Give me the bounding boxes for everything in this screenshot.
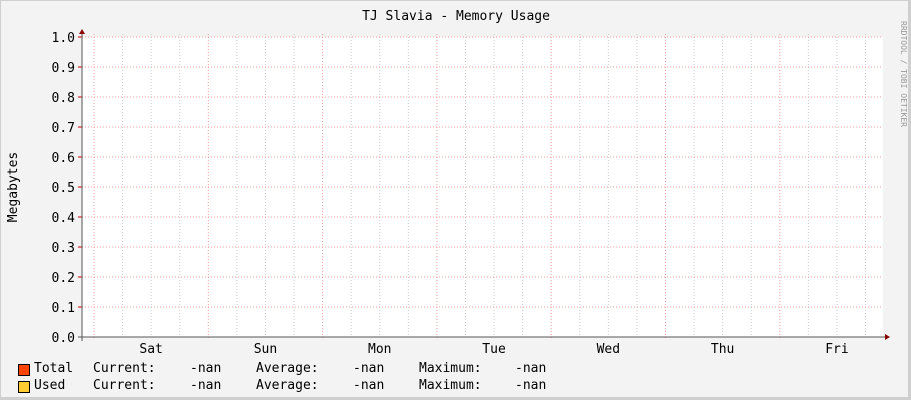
- y-tick-label: 0.9: [52, 61, 75, 76]
- legend-current-label: Current:: [93, 361, 156, 376]
- legend-swatch-total: [18, 364, 30, 376]
- y-axis-label: Megabytes: [6, 152, 21, 222]
- y-tick-label: 0.5: [52, 181, 75, 196]
- y-tick-label: 1.0: [52, 31, 75, 46]
- y-tick-label: 0.6: [52, 151, 75, 166]
- x-tick-label: Fri: [825, 342, 848, 357]
- legend-maximum-label: Maximum:: [419, 378, 482, 393]
- x-tick-label: Sun: [254, 342, 277, 357]
- chart-title: TJ Slavia - Memory Usage: [362, 9, 550, 24]
- y-axis-arrow: [79, 29, 85, 34]
- x-tick-label: Thu: [711, 342, 734, 357]
- legend-current-total: -nan: [190, 361, 222, 376]
- legend-name-used: Used: [34, 378, 66, 393]
- legend-current-label: Current:: [93, 378, 156, 393]
- y-tick-label: 0.0: [52, 331, 75, 346]
- legend-current-used: -nan: [190, 378, 222, 393]
- legend-maximum-used: -nan: [515, 378, 547, 393]
- legend-average-total: -nan: [353, 361, 385, 376]
- legend-swatch-used: [18, 381, 30, 393]
- legend-average-label: Average:: [256, 361, 319, 376]
- x-tick-label: Mon: [368, 342, 391, 357]
- y-tick-label: 0.8: [52, 91, 75, 106]
- y-tick-label: 0.4: [52, 211, 76, 226]
- y-tick-label: 0.1: [52, 301, 75, 316]
- legend-average-used: -nan: [353, 378, 385, 393]
- watermark: RRDTOOL / TOBI OETIKER: [899, 21, 908, 127]
- legend-maximum-label: Maximum:: [419, 361, 482, 376]
- x-tick-label: Wed: [597, 342, 620, 357]
- legend-maximum-total: -nan: [515, 361, 547, 376]
- legend-name-total: Total: [34, 361, 74, 376]
- plot-area: [82, 37, 883, 337]
- x-axis-arrow: [885, 334, 890, 340]
- y-tick-label: 0.2: [52, 271, 75, 286]
- y-tick-label: 0.3: [52, 241, 75, 256]
- x-tick-label: Tue: [482, 342, 506, 357]
- x-tick-label: Sat: [139, 342, 162, 357]
- legend-average-label: Average:: [256, 378, 319, 393]
- y-tick-label: 0.7: [52, 121, 75, 136]
